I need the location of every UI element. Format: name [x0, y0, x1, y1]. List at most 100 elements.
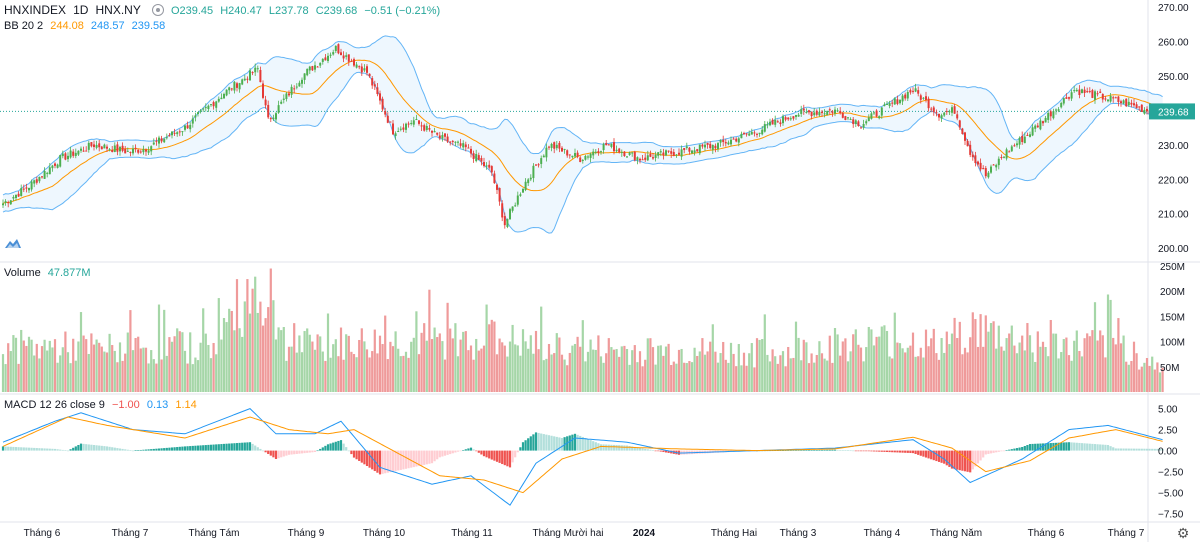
volume-bar	[332, 344, 335, 392]
macd-histogram-bar	[592, 441, 595, 451]
volume-bar	[948, 344, 951, 392]
macd-histogram-bar	[66, 450, 70, 452]
candle-body	[698, 144, 701, 154]
volume-bar	[797, 337, 800, 392]
volume-legend[interactable]: Volume 47.877M	[4, 266, 95, 280]
volume-bar	[779, 355, 782, 392]
candle-body	[142, 149, 145, 153]
macd-legend[interactable]: MACD 12 26 close 9 −1.00 0.13 1.14	[4, 398, 201, 412]
macd-histogram-bar	[810, 450, 813, 451]
candle-body	[472, 153, 475, 159]
candle-body	[522, 188, 524, 193]
candle-body	[930, 108, 933, 110]
candle-body	[259, 70, 262, 83]
volume-bar	[118, 342, 122, 392]
volume-bar	[176, 328, 179, 392]
volume-bar	[794, 321, 798, 392]
macd-histogram-bar	[105, 446, 109, 451]
candle-body	[420, 125, 423, 127]
candle-body	[2, 203, 4, 206]
macd-histogram-bar	[378, 450, 382, 475]
candle-body	[306, 68, 309, 76]
bb-legend-name: BB 20 2	[4, 20, 44, 32]
macd-histogram-bar	[293, 450, 296, 455]
volume-bar	[87, 353, 90, 392]
candle-body	[267, 104, 270, 118]
volume-bar	[121, 360, 124, 392]
macd-tick-label: 0.00	[1158, 447, 1178, 458]
volume-bar	[1005, 338, 1008, 392]
volume-bar	[776, 363, 779, 392]
candle-body	[412, 120, 415, 125]
candle-body	[33, 180, 36, 184]
time-tick-label: Tháng 10	[363, 528, 406, 539]
eye-icon[interactable]	[151, 4, 164, 16]
macd-histogram-bar	[524, 440, 527, 451]
volume-bar	[1151, 356, 1154, 392]
macd-histogram-bar	[391, 450, 395, 472]
tradingview-logo-icon[interactable]	[4, 236, 22, 250]
macd-histogram-bar	[251, 443, 254, 451]
candle-body	[852, 119, 855, 125]
macd-histogram-bar	[982, 450, 985, 458]
candle-body	[841, 113, 844, 118]
time-axis[interactable]: Tháng 6 Tháng 7 Tháng Tám Tháng 9 Tháng 10 Th…	[24, 528, 1145, 539]
bb-basis-value: 244.08	[50, 20, 84, 32]
time-tick-label: Tháng 4	[864, 528, 901, 539]
ohlc-low: L237.78	[268, 5, 309, 17]
candle-body	[844, 116, 847, 120]
volume-bar	[72, 338, 75, 392]
macd-histogram-bar	[888, 450, 891, 453]
volume-bar	[815, 354, 818, 392]
macd-histogram-bar	[870, 450, 873, 452]
volume-bar	[425, 340, 428, 392]
macd-histogram-bar	[820, 449, 824, 451]
symbol-name[interactable]: HNXINDEX	[4, 3, 67, 17]
macd-histogram-bar	[451, 450, 454, 454]
candle-body	[124, 148, 127, 154]
candle-body	[288, 93, 290, 96]
candle-body	[665, 150, 667, 156]
macd-histogram-bar	[527, 438, 530, 451]
bb-legend[interactable]: BB 20 2 244.08 248.57 239.58	[4, 19, 169, 33]
volume-bar	[397, 348, 400, 392]
candle-body	[285, 93, 288, 100]
volume-bar	[888, 356, 891, 392]
macd-histogram-bar	[27, 447, 31, 451]
candle-body	[548, 146, 550, 148]
candle-body	[1104, 98, 1107, 100]
candle-body	[1088, 91, 1091, 93]
macd-histogram-bar	[337, 440, 340, 451]
macd-histogram-bar	[137, 450, 140, 451]
volume-bar	[233, 330, 236, 392]
volume-bar	[441, 341, 444, 392]
candle-body	[839, 111, 842, 114]
candle-body	[444, 133, 446, 137]
candle-body	[1083, 89, 1086, 93]
candle-body	[740, 133, 743, 139]
candle-body	[938, 113, 940, 118]
macd-histogram-bar	[599, 444, 603, 451]
macd-histogram-bar	[74, 446, 77, 451]
price-axis[interactable]: 270.00260.00250.00240.00230.00220.00210.…	[1149, 3, 1195, 521]
candle-body	[750, 131, 753, 135]
gear-icon[interactable]: ⚙	[1176, 525, 1190, 541]
interval-label[interactable]: 1D	[73, 3, 89, 17]
volume-bar	[727, 362, 730, 392]
macd-histogram-bar	[228, 443, 231, 451]
macd-histogram-bar	[1125, 448, 1128, 451]
macd-histogram-bar	[134, 450, 137, 451]
candle-body	[470, 148, 472, 154]
macd-histogram-bar	[256, 447, 259, 451]
macd-histogram-bar	[428, 450, 431, 464]
candle-body	[657, 152, 660, 156]
volume-bar	[563, 359, 566, 392]
volume-bar	[940, 338, 943, 392]
volume-bar	[155, 363, 158, 392]
candle-body	[74, 152, 77, 156]
symbol-legend[interactable]: HNXINDEX 1D HNX.NY O239.45 H240.47 L237.…	[4, 3, 444, 18]
volume-bar	[1, 354, 5, 392]
volume-bar	[248, 313, 252, 392]
macd-histogram-bar	[436, 450, 439, 460]
